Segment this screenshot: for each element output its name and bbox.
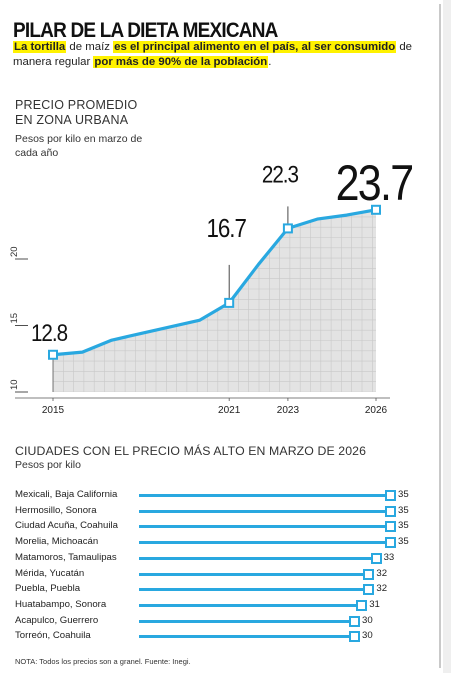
city-bar-end-marker	[385, 537, 396, 549]
city-bar-end-marker	[349, 631, 360, 643]
y-tick-label: 15	[9, 313, 20, 324]
subtitle-highlight: es el principal alimento en el país, al …	[113, 41, 397, 53]
city-row: Acapulco, Guerrero 30	[15, 614, 425, 629]
data-point-marker	[224, 297, 235, 308]
city-value: 33	[383, 551, 395, 563]
city-row: Huatabampo, Sonora 31	[15, 598, 425, 613]
city-bar-end-marker	[349, 615, 360, 627]
city-bar	[139, 635, 351, 639]
city-bar	[139, 619, 351, 623]
city-row: Matamoros, Tamaulipas 33	[15, 551, 425, 566]
city-row: Ciudad Acuña, Coahuila 35	[15, 519, 425, 534]
city-name: Mexicali, Baja California	[15, 489, 118, 500]
x-tick-label: 2021	[218, 405, 241, 416]
city-row: Puebla, Puebla 32	[15, 582, 425, 597]
city-bar	[139, 509, 387, 513]
footnote: NOTA: Todos los precios son a granel. Fu…	[15, 657, 191, 666]
city-name: Acapulco, Guerrero	[15, 614, 99, 626]
subtitle-highlight: por más de 90% de la población	[93, 56, 269, 68]
bar-chart-title: CIUDADES CON EL PRECIO MÁS ALTO EN MARZO…	[15, 444, 367, 458]
city-bar-end-marker	[385, 490, 396, 501]
data-label: 22.3	[262, 161, 299, 188]
city-bar-end-marker	[385, 505, 396, 517]
city-bar	[139, 572, 366, 576]
city-value: 35	[398, 536, 409, 548]
city-bar	[139, 588, 366, 592]
city-bar	[139, 525, 387, 529]
x-tick-label: 2023	[277, 405, 300, 416]
city-row: Torreón, Coahuila 30	[15, 629, 425, 644]
subtitle-text: de manera regular	[13, 41, 413, 68]
city-bar-end-marker	[363, 584, 375, 596]
subtitle-text: de maíz	[66, 41, 114, 53]
page-edge	[443, 0, 451, 673]
city-name: Morelia, Michoacán	[15, 536, 99, 548]
data-label: 23.7	[336, 155, 413, 211]
city-value: 30	[362, 614, 373, 626]
subtitle-highlight: La tortilla	[13, 41, 67, 53]
city-name: Hermosillo, Sonora	[15, 504, 97, 516]
line-chart-title: PRECIO PROMEDIO EN ZONA URBANA	[15, 98, 137, 128]
city-bar-end-marker	[363, 568, 375, 580]
city-bar-end-marker	[370, 552, 382, 564]
city-value: 35	[398, 489, 409, 500]
city-name: Torreón, Coahuila	[15, 630, 91, 642]
city-row: Mexicali, Baja California 35	[15, 488, 425, 503]
city-bar-end-marker	[356, 599, 368, 611]
area-fill	[53, 209, 376, 392]
y-tick-label: 10	[9, 379, 20, 390]
data-point-marker	[371, 204, 381, 215]
infographic-title: PILAR DE LA DIETA MEXICANA	[13, 19, 278, 43]
line-chart-title-line-2: EN ZONA URBANA	[15, 113, 129, 127]
city-bar	[139, 603, 359, 607]
city-name: Matamoros, Tamaulipas	[15, 551, 117, 563]
city-bar	[139, 541, 387, 545]
data-point-marker	[282, 223, 293, 234]
city-value: 32	[376, 583, 388, 595]
city-name: Puebla, Puebla	[15, 583, 81, 595]
city-bar	[139, 494, 387, 497]
y-tick-label: 20	[9, 246, 20, 257]
infographic-subtitle: La tortilla de maíz es el principal alim…	[13, 40, 423, 70]
city-row: Mérida, Yucatán 32	[15, 567, 425, 582]
price-series-line	[52, 208, 377, 357]
city-bar	[139, 556, 373, 560]
city-name: Ciudad Acuña, Coahuila	[15, 520, 118, 532]
data-label: 16.7	[206, 214, 246, 243]
line-chart-subtitle: Pesos por kilo en marzo de cada año	[15, 133, 143, 159]
city-value: 31	[369, 598, 380, 610]
city-value: 35	[398, 504, 409, 516]
city-value: 32	[376, 567, 388, 579]
city-name: Huatabampo, Sonora	[15, 598, 107, 610]
city-bar-end-marker	[385, 521, 396, 533]
city-value: 35	[398, 520, 409, 532]
bar-chart-subtitle: Pesos por kilo	[15, 459, 81, 471]
x-tick-label: 2015	[42, 405, 65, 416]
city-row: Hermosillo, Sonora 35	[15, 504, 425, 519]
city-row: Morelia, Michoacán 35	[15, 535, 425, 550]
city-value: 30	[362, 630, 373, 642]
data-label: 12.8	[31, 319, 68, 346]
line-chart-title-line-1: PRECIO PROMEDIO	[15, 98, 138, 112]
data-point-marker	[48, 349, 58, 360]
price-line-chart: 10 15 20 2015 2021 2023 2026 12.8 16.7 22.3 23.7	[9, 155, 414, 416]
city-name: Mérida, Yucatán	[15, 567, 85, 579]
subtitle-text: .	[268, 56, 272, 68]
x-tick-label: 2026	[365, 405, 388, 416]
